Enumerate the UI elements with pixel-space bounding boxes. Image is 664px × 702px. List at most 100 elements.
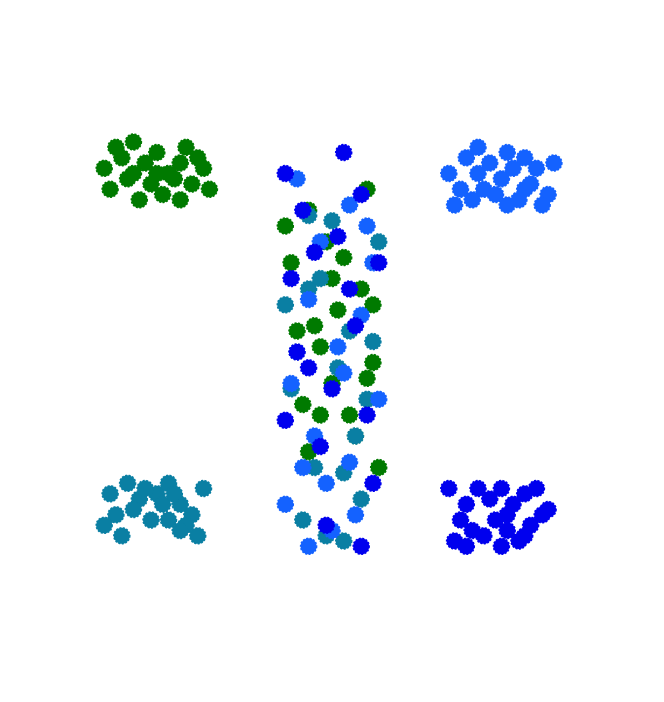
- data-point-series4-30: [323, 380, 341, 398]
- data-point-series4-26: [352, 185, 370, 204]
- data-point-series1-24: [329, 301, 347, 319]
- data-point-series4-4: [480, 490, 499, 508]
- data-point-series4-25: [334, 143, 353, 162]
- data-point-series1-10: [101, 180, 119, 198]
- data-point-series3-11: [463, 191, 481, 209]
- data-point-series2-18: [159, 511, 178, 529]
- data-point-series1-38: [334, 248, 353, 267]
- data-point-series3-20: [498, 143, 516, 162]
- data-point-series2-30: [323, 212, 341, 230]
- data-point-series1-4: [136, 154, 154, 172]
- data-point-series3-35: [294, 458, 312, 477]
- data-point-series1-5: [148, 143, 166, 162]
- data-point-series3-41: [340, 453, 359, 472]
- data-point-series2-37: [369, 233, 388, 251]
- data-point-series2-35: [364, 332, 382, 351]
- data-point-series4-33: [346, 316, 365, 335]
- data-point-series1-25: [358, 369, 376, 388]
- data-point-series4-17: [533, 506, 551, 524]
- data-point-series4-21: [498, 506, 516, 524]
- data-point-series3-1: [440, 164, 458, 183]
- data-point-series1-15: [177, 138, 195, 157]
- data-point-series1-33: [364, 353, 382, 372]
- data-point-series4-10: [451, 511, 470, 529]
- data-point-series2-11: [142, 511, 160, 529]
- data-point-series3-38: [276, 495, 295, 514]
- data-point-series4-5: [492, 479, 511, 498]
- data-point-series1-35: [340, 406, 359, 424]
- data-point-series4-23: [276, 164, 295, 183]
- data-point-series4-34: [282, 269, 300, 288]
- data-point-series3-5: [492, 170, 511, 188]
- data-point-series4-39: [369, 253, 388, 272]
- data-point-series2-17: [113, 527, 131, 545]
- data-point-series4-36: [317, 516, 335, 535]
- data-point-series4-22: [515, 527, 534, 545]
- data-point-series2-39: [334, 532, 353, 550]
- data-point-series3-29: [282, 374, 300, 393]
- data-point-series3-30: [317, 474, 335, 493]
- data-point-series1-8: [183, 175, 201, 193]
- data-point-series3-18: [545, 154, 563, 172]
- data-point-series1-17: [107, 138, 125, 157]
- data-point-series1-36: [305, 316, 324, 335]
- data-point-series2-12: [153, 495, 172, 514]
- data-point-series2-8: [194, 479, 213, 498]
- data-point-series2-24: [346, 427, 365, 445]
- data-point-series1-7: [171, 154, 189, 172]
- data-point-series2-10: [124, 500, 143, 519]
- data-point-series1-37: [369, 458, 388, 477]
- data-point-series4-27: [305, 243, 324, 262]
- data-point-series3-25: [340, 196, 359, 214]
- data-point-series4-41: [276, 411, 295, 430]
- data-point-series4-12: [475, 527, 493, 545]
- data-point-series2-2: [118, 474, 137, 493]
- data-point-series3-6: [504, 159, 522, 178]
- data-point-series1-39: [288, 322, 306, 340]
- data-point-series4-19: [457, 537, 476, 556]
- data-point-series3-2: [457, 149, 476, 167]
- data-point-series2-27: [311, 269, 330, 288]
- data-point-series1-27: [311, 338, 330, 356]
- data-point-series3-13: [486, 185, 505, 204]
- data-point-series1-44: [311, 406, 330, 424]
- data-point-series3-16: [521, 175, 540, 193]
- data-point-series3-31: [346, 506, 365, 524]
- data-point-series4-1: [440, 479, 458, 498]
- data-point-series4-40: [352, 537, 370, 556]
- scatter-marks: [95, 133, 563, 556]
- data-point-series3-26: [299, 290, 318, 309]
- data-point-series1-13: [153, 185, 172, 204]
- data-point-series1-26: [282, 253, 300, 272]
- data-point-series3-28: [358, 217, 376, 235]
- data-point-series1-14: [165, 170, 184, 188]
- data-point-series3-22: [515, 149, 534, 167]
- data-point-series4-31: [358, 406, 376, 424]
- data-point-series2-19: [171, 521, 189, 540]
- data-point-series4-35: [364, 474, 382, 493]
- data-point-series1-34: [276, 217, 295, 235]
- data-point-series1-16: [188, 149, 207, 167]
- data-point-series2-36: [276, 296, 295, 314]
- data-point-series2-25: [294, 511, 312, 529]
- data-point-series4-28: [340, 280, 359, 298]
- data-point-series4-14: [498, 521, 516, 540]
- data-point-series2-15: [188, 527, 207, 545]
- data-point-series3-10: [451, 180, 470, 198]
- data-point-series4-8: [527, 479, 546, 498]
- data-point-series3-17: [533, 196, 551, 214]
- data-point-series4-29: [288, 343, 306, 361]
- data-point-series3-39: [369, 390, 388, 409]
- data-point-series1-3: [124, 133, 143, 151]
- data-point-series3-15: [510, 191, 528, 209]
- data-point-series4-38: [299, 359, 318, 377]
- data-point-series1-23: [294, 395, 312, 414]
- data-point-series2-13: [165, 485, 184, 503]
- data-point-series3-33: [334, 364, 353, 382]
- data-point-series3-19: [469, 138, 487, 157]
- data-point-series1-19: [200, 180, 219, 198]
- data-point-series1-22: [171, 191, 189, 209]
- data-point-series4-24: [294, 201, 312, 220]
- data-point-series3-40: [299, 537, 318, 556]
